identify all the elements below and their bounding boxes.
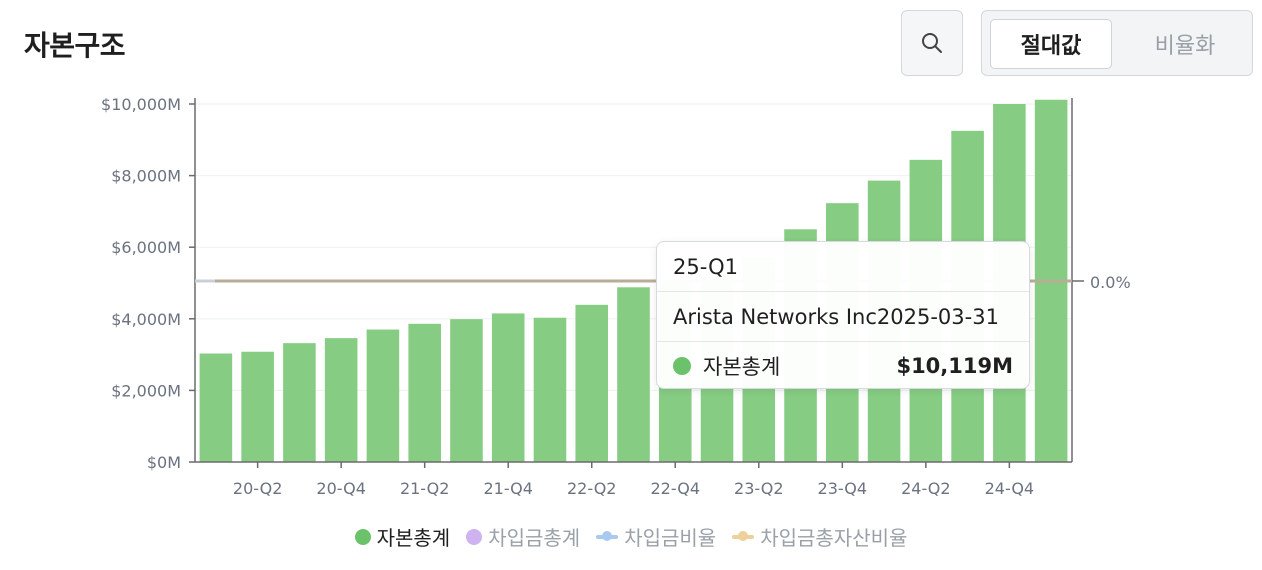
legend-item-borrowing-asset-ratio[interactable]: 차입금총자산비율: [732, 522, 907, 551]
bar-21-Q2[interactable]: [408, 323, 441, 462]
tooltip-period: 25-Q1: [673, 254, 738, 279]
legend-label: 자본총계: [376, 526, 451, 550]
legend-label: 차입금총자산비율: [760, 526, 908, 550]
x-tick-label: 22-Q2: [567, 479, 617, 498]
legend-label: 차입금총계: [488, 526, 581, 550]
page-title: 자본구조: [24, 29, 126, 62]
legend-dot-icon: [354, 528, 371, 545]
bar-21-Q1[interactable]: [366, 329, 400, 462]
tooltip-series-dot: [673, 357, 691, 375]
bar-22-Q1[interactable]: [533, 317, 567, 462]
tooltip-series-name: 자본총계: [703, 355, 781, 379]
x-tick-label: 24-Q4: [985, 479, 1035, 498]
bar-20-Q3[interactable]: [283, 343, 316, 462]
right-axis: 0.0%: [1072, 273, 1131, 292]
x-axis-ticks: 20-Q2 20-Q4 21-Q2 21-Q4 22-Q2 22-Q4 23-Q2 23-Q4…: [233, 462, 1034, 498]
bar-21-Q4[interactable]: [491, 313, 525, 462]
x-tick-label: 23-Q2: [734, 479, 784, 498]
x-tick-label: 21-Q2: [400, 479, 450, 498]
right-tick-label: 0.0%: [1090, 273, 1131, 292]
y-tick-label: $6,000M: [111, 238, 181, 257]
chart-legend: 자본총계 차입금총계 차입금비율 차입금총자산비율: [0, 522, 1262, 551]
legend-dot-icon: [466, 528, 483, 545]
toggle-ratio[interactable]: 비율화: [1154, 34, 1216, 59]
bar-22-Q2[interactable]: [575, 304, 609, 462]
bar-22-Q3[interactable]: [617, 287, 650, 462]
x-tick-label: 22-Q4: [651, 479, 701, 498]
y-axis-ticks: $0M $2,000M $4,000M $6,000M $8,000M $10,000M: [101, 95, 195, 472]
y-tick-label: $4,000M: [111, 310, 181, 329]
y-tick-label: $8,000M: [111, 167, 181, 186]
x-tick-label: 21-Q4: [483, 479, 533, 498]
x-tick-label: 20-Q2: [233, 479, 283, 498]
bar-21-Q3[interactable]: [450, 319, 483, 462]
legend-item-borrowing-ratio[interactable]: 차입금비율: [596, 522, 716, 551]
bar-20-Q2[interactable]: [241, 351, 274, 462]
legend-line-icon: [732, 530, 755, 541]
search-button[interactable]: [901, 10, 963, 76]
bar-20-Q4[interactable]: [324, 338, 358, 462]
tooltip-value: $10,119M: [896, 354, 1013, 378]
x-tick-label: 24-Q2: [901, 479, 951, 498]
legend-line-icon: [596, 530, 619, 541]
legend-item-borrowings[interactable]: 차입금총계: [466, 522, 580, 551]
tooltip-subtitle: Arista Networks Inc2025-03-31: [673, 304, 999, 329]
bar-20-Q1[interactable]: [199, 353, 233, 462]
search-icon: [922, 33, 942, 53]
capital-structure-chart: $0M$2,000M$4,000M$6,000M$8,000M$10,000M …: [101, 95, 1131, 498]
value-mode-toggle[interactable]: 절대값 비율화: [981, 10, 1253, 76]
toggle-absolute[interactable]: 절대값: [990, 19, 1112, 69]
x-tick-label: 23-Q4: [818, 479, 868, 498]
y-tick-label: $0M: [147, 453, 181, 472]
legend-item-equity[interactable]: 자본총계: [354, 522, 451, 551]
y-tick-label: $10,000M: [101, 95, 181, 114]
chart-tooltip: 25-Q1 Arista Networks Inc2025-03-31 자본총계…: [656, 241, 1030, 389]
y-tick-label: $2,000M: [111, 381, 181, 400]
legend-label: 차입금비율: [624, 526, 717, 550]
x-tick-label: 20-Q4: [316, 479, 366, 498]
